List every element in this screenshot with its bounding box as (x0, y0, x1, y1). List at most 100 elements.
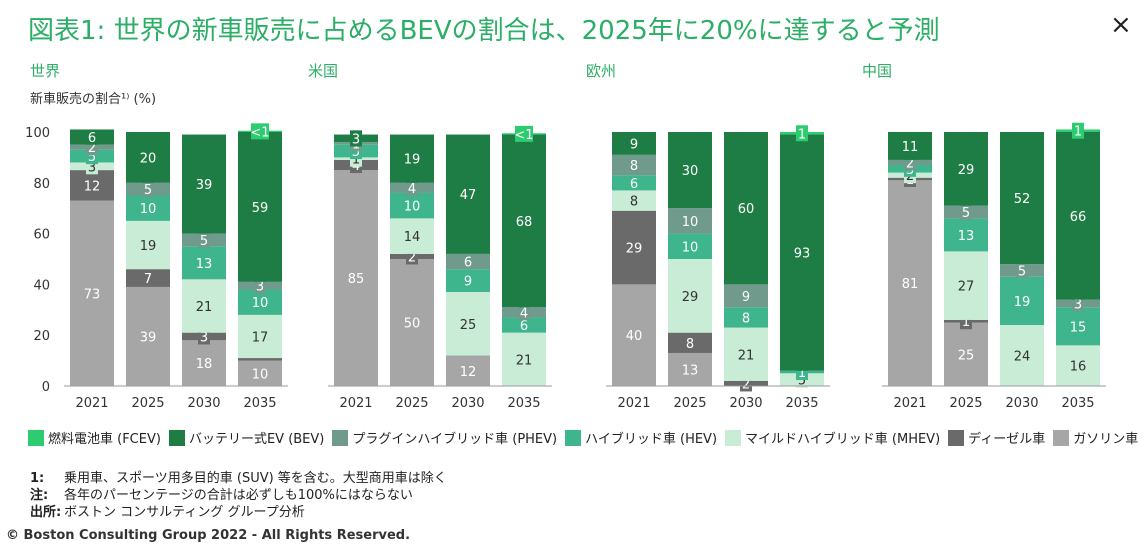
panel-1: 米国85415132021502141041920251225964720302… (308, 62, 552, 411)
bar-segment (446, 253, 490, 270)
legend-label: バッテリー式EV (BEV) (188, 432, 325, 447)
legend-item: プラグインハイブリッド車 (PHEV) (332, 428, 557, 447)
data-label: 5 (144, 183, 152, 198)
bar-segment (668, 259, 712, 333)
data-label: 5 (1018, 264, 1026, 279)
legend-swatch (332, 429, 349, 446)
data-label: 93 (794, 247, 811, 262)
data-label: 10 (404, 200, 421, 215)
y-tick-label: 40 (33, 278, 50, 293)
bar-segment (390, 259, 434, 386)
bar-segment (238, 289, 282, 315)
bar-segment (182, 246, 226, 280)
data-label: 1 (352, 153, 360, 168)
data-label: 29 (682, 290, 699, 305)
x-tick-label: 2021 (617, 396, 650, 411)
data-label: 1 (1074, 125, 1082, 140)
legend-label: ハイブリッド車 (HEV) (585, 432, 718, 447)
data-label: 27 (958, 280, 975, 295)
legend-item: ガソリン車 (1053, 428, 1138, 447)
panel-title: 中国 (862, 62, 892, 80)
bar-segment (944, 218, 988, 252)
bar-segment (1000, 325, 1044, 386)
data-label: 10 (682, 215, 699, 230)
data-label: 18 (196, 357, 213, 372)
x-tick-label: 2021 (339, 396, 372, 411)
bar-segment (668, 233, 712, 259)
data-label: 50 (404, 317, 421, 332)
footnote-note: 注: 各年のパーセンテージの合計は必ずしも100%にはならない (30, 488, 413, 503)
bar-segment (944, 132, 988, 206)
bar-segment (238, 360, 282, 386)
stacked-bar-charts: 新車販売の割合¹⁾ (%)020406080100世界7312352620213… (25, 62, 1106, 411)
bar-segment (390, 134, 434, 183)
legend-swatch (168, 429, 185, 446)
copyright: © Boston Consulting Group 2022 - All Rig… (6, 528, 411, 543)
panel-3: 中国81123211202125127135292025241955220301… (862, 62, 1106, 411)
data-label: 5 (798, 374, 806, 389)
data-label: 73 (84, 287, 101, 302)
data-label: 40 (626, 329, 643, 344)
bar-segment (724, 307, 768, 328)
legend-swatch (725, 429, 742, 446)
data-label: 2 (742, 377, 750, 392)
data-label: 5 (200, 234, 208, 249)
y-tick-label: 0 (42, 380, 50, 395)
data-label: 19 (1014, 295, 1031, 310)
bar-segment (612, 210, 656, 285)
data-label-bg (350, 130, 362, 147)
data-label: 47 (460, 188, 477, 203)
data-label: 8 (630, 159, 638, 174)
data-label: 24 (1014, 350, 1031, 365)
bar-segment (390, 218, 434, 254)
data-label: 3 (256, 280, 264, 295)
y-tick-label: 60 (33, 228, 50, 243)
data-label: 30 (682, 164, 699, 179)
legend-swatch (948, 429, 965, 446)
y-tick-label: 100 (25, 126, 50, 141)
data-label: 6 (520, 319, 528, 334)
panel-title: 世界 (30, 62, 60, 80)
data-label: 3 (200, 330, 208, 345)
data-label: 6 (88, 131, 96, 146)
bar-segment (70, 200, 114, 386)
data-label: 21 (516, 353, 533, 368)
panel-2: 欧州 40 29 8 6 8 9 2021 13 8 29 10 10 30 2025 2 21 8 9 60 2030… (586, 62, 830, 411)
data-label: 5 (352, 145, 360, 160)
data-label: 12 (84, 179, 101, 194)
bar-segment (182, 279, 226, 333)
data-label: 21 (738, 348, 755, 363)
legend-swatch (28, 429, 44, 446)
data-label: 6 (630, 177, 638, 192)
data-label-bg (198, 231, 210, 248)
data-label: 8 (686, 337, 694, 352)
data-label: 10 (252, 296, 269, 311)
x-tick-label: 2030 (187, 396, 220, 411)
x-tick-label: 2025 (131, 396, 164, 411)
bar-segment (390, 192, 434, 219)
bar-segment (668, 132, 712, 209)
data-label: 39 (140, 330, 157, 345)
data-label: 15 (1070, 320, 1087, 335)
close-icon[interactable]: × (1110, 10, 1132, 40)
data-label: 19 (404, 153, 421, 168)
data-label: 81 (902, 277, 919, 292)
bar-segment (944, 322, 988, 386)
data-label: 9 (464, 275, 472, 290)
legend-item: ディーゼル車 (948, 428, 1045, 447)
panel-0: 世界73123526202139719105202025183211353920… (30, 62, 288, 411)
bar-segment (126, 220, 170, 270)
x-tick-label: 2035 (785, 396, 818, 411)
bar-segment (1056, 307, 1100, 346)
data-label: 3 (352, 132, 360, 147)
data-label: 5 (88, 150, 96, 165)
bar-segment (612, 284, 656, 386)
data-label: 21 (196, 300, 213, 315)
bar-segment (126, 269, 170, 287)
data-label: 3 (1074, 297, 1082, 312)
data-label: 13 (682, 363, 699, 378)
data-label: <1 (514, 128, 533, 143)
bar-segment (1000, 276, 1044, 326)
legend-label: マイルドハイブリッド車 (MHEV) (745, 432, 941, 447)
bar-segment (668, 352, 712, 386)
